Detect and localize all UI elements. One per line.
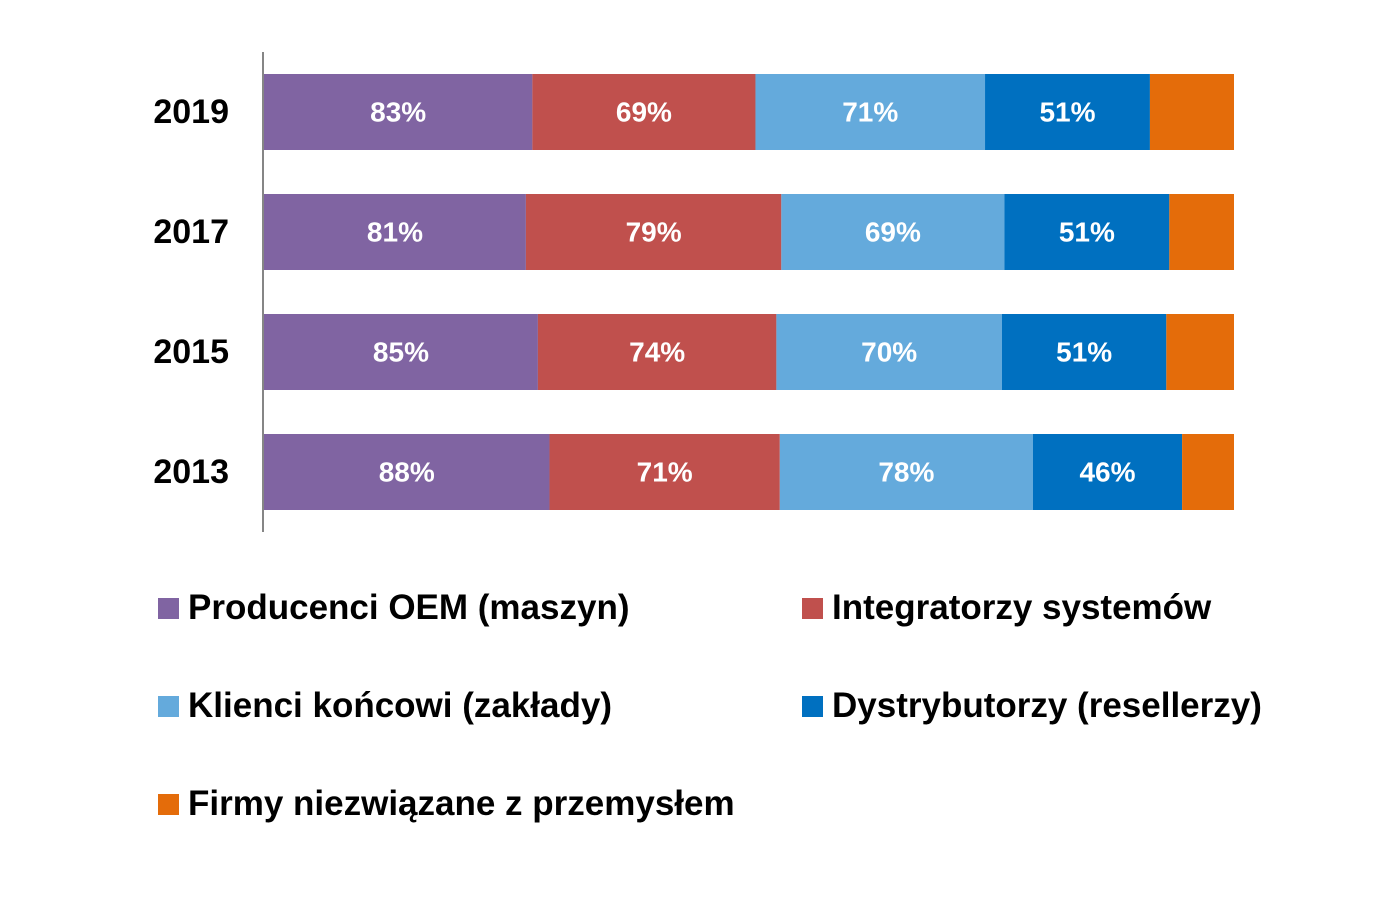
- data-label-2015-integratorzy-systemow: 74%: [629, 337, 685, 368]
- bar-2019-integratorzy-systemow: [532, 74, 756, 150]
- data-label-2019-klienci-koncowi-zaklady: 71%: [842, 97, 898, 128]
- y-tick-label-2015: 2015: [153, 333, 229, 371]
- year-labels-group: 2019 2017 2015 2013: [153, 93, 229, 491]
- legend-swatch-dystrybutorzy: [802, 695, 823, 717]
- data-label-2013-integratorzy-systemow: 71%: [637, 457, 693, 488]
- legend-swatch-klienci-koncowi: [158, 695, 179, 717]
- bar-2013-dystrybutorzy-resellerzy: [1032, 434, 1183, 510]
- legend-label-dystrybutorzy: Dystrybutorzy (resellerzy): [832, 686, 1262, 725]
- data-label-2013-dystrybutorzy-resellerzy: 46%: [1079, 457, 1135, 488]
- bar-2015-firmy-niezwiazane-z-przemyslem: [1166, 314, 1234, 390]
- data-label-2019-producenci-oem-maszyn: 83%: [370, 97, 426, 128]
- data-label-2017-dystrybutorzy-resellerzy: 51%: [1059, 217, 1115, 248]
- data-label-2019-dystrybutorzy-resellerzy: 51%: [1039, 97, 1095, 128]
- data-label-2017-klienci-koncowi-zaklady: 69%: [865, 217, 921, 248]
- data-label-2017-integratorzy-systemow: 79%: [626, 217, 682, 248]
- bar-2017-integratorzy-systemow: [525, 194, 782, 270]
- legend-item-dystrybutorzy: Dystrybutorzy (resellerzy): [802, 686, 1262, 726]
- bar-2019-klienci-koncowi-zaklady: [755, 74, 986, 150]
- y-tick-label-2017: 2017: [153, 213, 229, 251]
- bar-2013-integratorzy-systemow: [549, 434, 780, 510]
- legend-item-integratorzy: Integratorzy systemów: [802, 588, 1211, 628]
- legend-item-producenci-oem: Producenci OEM (maszyn): [158, 588, 629, 628]
- data-label-2013-producenci-oem-maszyn: 88%: [379, 457, 435, 488]
- legend-label-firmy-niezwiazane: Firmy niezwiązane z przemysłem: [188, 784, 735, 823]
- bar-2015-dystrybutorzy-resellerzy: [1001, 314, 1167, 390]
- legend-label-klienci-koncowi: Klienci końcowi (zakłady): [188, 686, 612, 725]
- legend-item-klienci-koncowi: Klienci końcowi (zakłady): [158, 686, 612, 726]
- y-tick-label-2019: 2019: [153, 93, 229, 131]
- bar-2019-firmy-niezwiazane-z-przemyslem: [1149, 74, 1234, 150]
- legend-swatch-firmy-niezwiazane: [158, 793, 179, 815]
- bar-2019-dystrybutorzy-resellerzy: [985, 74, 1150, 150]
- bar-2013-klienci-koncowi-zaklady: [779, 434, 1033, 510]
- bars-group: 83% 69% 71% 51% 81% 79% 69% 51% 85% 74% 70% 51% 88% 7…: [264, 74, 1234, 510]
- legend-swatch-producenci-oem: [158, 597, 179, 619]
- data-label-2019-integratorzy-systemow: 69%: [616, 97, 672, 128]
- y-tick-label-2013: 2013: [153, 453, 229, 491]
- data-label-2017-producenci-oem-maszyn: 81%: [367, 217, 423, 248]
- data-label-2015-producenci-oem-maszyn: 85%: [373, 337, 429, 368]
- bar-2017-dystrybutorzy-resellerzy: [1004, 194, 1170, 270]
- legend-item-firmy-niezwiazane: Firmy niezwiązane z przemysłem: [158, 784, 735, 824]
- bar-2013-producenci-oem-maszyn: [264, 434, 550, 510]
- bar-2017-producenci-oem-maszyn: [264, 194, 526, 270]
- bar-2017-firmy-niezwiazane-z-przemyslem: [1169, 194, 1234, 270]
- bar-2015-klienci-koncowi-zaklady: [776, 314, 1002, 390]
- data-label-2013-klienci-koncowi-zaklady: 78%: [878, 457, 934, 488]
- legend-label-producenci-oem: Producenci OEM (maszyn): [188, 588, 630, 627]
- bar-2015-producenci-oem-maszyn: [264, 314, 538, 390]
- bar-2013-firmy-niezwiazane-z-przemyslem: [1182, 434, 1234, 510]
- legend-swatch-integratorzy: [802, 597, 823, 619]
- bar-2015-integratorzy-systemow: [537, 314, 777, 390]
- legend-label-integratorzy: Integratorzy systemów: [832, 588, 1212, 627]
- bar-2019-producenci-oem-maszyn: [264, 74, 533, 150]
- data-label-2015-dystrybutorzy-resellerzy: 51%: [1056, 337, 1112, 368]
- data-label-2015-klienci-koncowi-zaklady: 70%: [861, 337, 917, 368]
- bar-2017-klienci-koncowi-zaklady: [781, 194, 1005, 270]
